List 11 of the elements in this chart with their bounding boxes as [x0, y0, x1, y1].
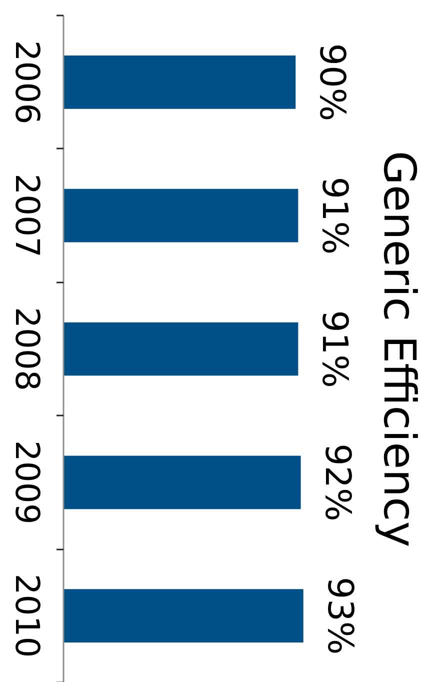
y-tick-label: 2008 — [8, 306, 47, 391]
data-label: 92% — [316, 444, 357, 522]
data-label: 93% — [319, 576, 360, 655]
y-tick-label: 2006 — [8, 40, 47, 124]
data-label: 91% — [314, 176, 354, 254]
y-tick-label: 2010 — [8, 574, 47, 658]
data-label: 90% — [312, 43, 352, 122]
y-tick-label: 2007 — [8, 174, 47, 258]
y-tick-label: 2009 — [8, 440, 47, 524]
text: Generic Efficiency — [374, 150, 424, 548]
data-label: 91% — [314, 310, 354, 388]
